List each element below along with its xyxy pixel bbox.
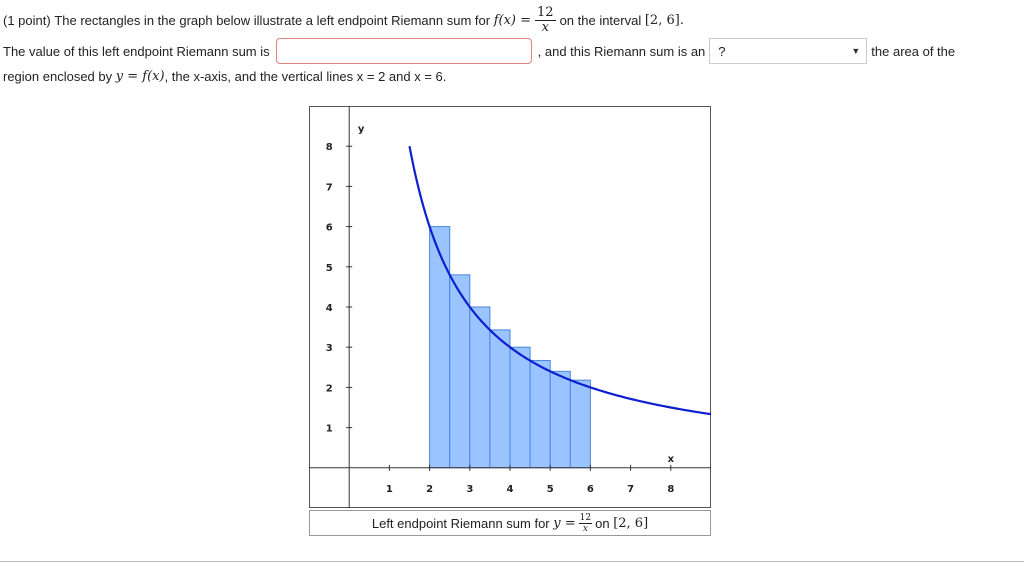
x-tick-label: 2 [426, 484, 433, 495]
y-tick-label: 2 [326, 383, 333, 394]
region-suffix: , the x-axis, and the vertical lines x =… [164, 68, 447, 84]
caption-fraction: 12 x [578, 512, 593, 534]
points-label: (1 point) [3, 12, 51, 28]
y-tick-label: 1 [326, 424, 333, 435]
function-lhs: f(x) = [493, 12, 532, 28]
value-prompt: The value of this left endpoint Riemann … [3, 43, 270, 59]
region-equation: y = f(x) [115, 68, 165, 84]
area-text: the area of the [871, 43, 956, 59]
caption-equation: y = [553, 515, 576, 531]
graph-caption: Left endpoint Riemann sum for y = 12 x o… [309, 510, 711, 536]
function-fraction: 12 x [535, 4, 556, 35]
y-tick-label: 4 [326, 303, 333, 314]
y-tick-label: 8 [326, 142, 333, 153]
function-denominator: x [541, 19, 549, 35]
x-tick-label: 5 [547, 484, 554, 495]
bottom-divider [0, 561, 1024, 562]
chevron-down-icon: ▼ [851, 46, 861, 56]
y-tick-label: 3 [326, 343, 333, 354]
x-tick-label: 7 [627, 484, 634, 495]
riemann-rectangle [469, 306, 491, 469]
riemann-rectangle [489, 329, 511, 469]
x-tick-label: 3 [466, 484, 473, 495]
riemann-rectangle [529, 359, 551, 469]
comparison-selected-value: ? [718, 43, 726, 59]
y-tick-label: 5 [326, 263, 333, 274]
riemann-rectangle [429, 226, 451, 469]
riemann-rectangle [549, 370, 571, 469]
y-tick-label: 7 [326, 182, 333, 193]
function-numerator: 12 [535, 4, 556, 21]
caption-numerator: 12 [578, 512, 593, 524]
x-axis-label: x [668, 454, 675, 465]
comparison-prompt: , and this Riemann sum is an [537, 43, 706, 59]
caption-on: on [595, 515, 610, 531]
intro-text: The rectangles in the graph below illust… [54, 12, 491, 28]
question-line-1: (1 point) The rectangles in the graph be… [3, 4, 684, 36]
caption-denominator: x [582, 523, 588, 534]
riemann-rectangle [509, 346, 531, 469]
riemann-sum-answer-input[interactable] [275, 38, 532, 64]
x-tick-label: 6 [587, 484, 594, 495]
x-tick-label: 8 [667, 484, 674, 495]
question-line-3: region enclosed by y = f(x), the x-axis,… [3, 66, 446, 86]
interval-text: [2, 6]. [644, 12, 684, 28]
caption-prefix: Left endpoint Riemann sum for [371, 515, 550, 531]
comparison-dropdown[interactable]: ? ▼ [709, 38, 868, 64]
x-tick-label: 4 [507, 484, 514, 495]
interval-prefix: on the interval [559, 12, 642, 28]
riemann-graph-svg: 1 2 3 4 5 6 7 8 1 2 3 4 5 6 7 8 x y [309, 106, 711, 508]
riemann-rectangle [569, 379, 591, 469]
question-line-2: The value of this left endpoint Riemann … [3, 38, 955, 64]
x-tick-label: 1 [386, 484, 393, 495]
function-curve [408, 145, 711, 416]
y-axis-label: y [358, 124, 365, 135]
y-tick-label: 6 [326, 223, 333, 234]
region-prefix: region enclosed by [3, 68, 113, 84]
caption-interval: [2, 6] [613, 515, 649, 531]
